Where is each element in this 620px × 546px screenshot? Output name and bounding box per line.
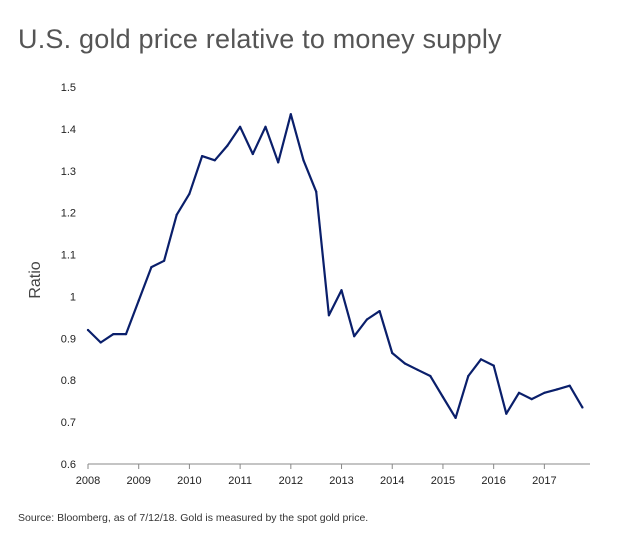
y-tick-label: 0.7 bbox=[61, 417, 76, 429]
data-point bbox=[302, 159, 305, 162]
data-point bbox=[517, 391, 521, 394]
data-point bbox=[86, 328, 90, 332]
data-point bbox=[429, 374, 432, 378]
x-tick-label: 2017 bbox=[532, 475, 556, 487]
data-point bbox=[441, 395, 444, 399]
data-point bbox=[289, 113, 292, 116]
data-point bbox=[568, 384, 571, 387]
source-note: Source: Bloomberg, as of 7/12/18. Gold i… bbox=[18, 512, 369, 524]
data-point bbox=[530, 398, 533, 401]
data-point bbox=[467, 374, 470, 378]
data-point bbox=[543, 391, 546, 394]
data-point bbox=[479, 358, 483, 361]
data-point bbox=[277, 161, 280, 164]
data-point bbox=[213, 159, 216, 162]
x-tick-label: 2016 bbox=[481, 475, 505, 487]
data-point bbox=[137, 299, 140, 302]
x-tick-label: 2014 bbox=[380, 475, 404, 487]
y-axis-title: Ratio bbox=[27, 261, 44, 298]
data-point bbox=[112, 333, 115, 336]
y-tick-label: 0.9 bbox=[61, 333, 76, 345]
y-tick-label: 1 bbox=[70, 291, 76, 303]
data-point bbox=[492, 364, 495, 367]
x-tick-label: 2013 bbox=[329, 475, 353, 487]
x-tick-label: 2009 bbox=[126, 475, 150, 487]
y-tick-label: 1.1 bbox=[61, 250, 76, 262]
y-tick-label: 0.8 bbox=[61, 375, 76, 387]
data-point bbox=[99, 341, 102, 344]
x-tick-label: 2015 bbox=[431, 475, 455, 487]
data-point bbox=[353, 335, 356, 338]
y-tick-label: 1.2 bbox=[61, 208, 76, 220]
data-point bbox=[150, 266, 153, 269]
y-axis-ticks: 0.6 0.7 0.8 0.9 1 1.1 1.2 1.3 1.4 1.5 bbox=[61, 82, 76, 471]
data-point bbox=[505, 412, 508, 415]
data-point bbox=[226, 144, 229, 147]
y-tick-label: 1.5 bbox=[61, 82, 76, 94]
series-line bbox=[86, 113, 584, 419]
data-point bbox=[239, 125, 242, 128]
data-point bbox=[378, 310, 381, 313]
data-point bbox=[175, 213, 178, 216]
data-point bbox=[251, 152, 254, 156]
data-point bbox=[327, 314, 330, 317]
y-tick-label: 1.3 bbox=[61, 166, 76, 178]
data-point bbox=[555, 388, 559, 391]
data-point bbox=[391, 351, 394, 355]
data-point bbox=[403, 362, 406, 365]
data-point bbox=[264, 125, 267, 128]
x-axis-ticks: 2008 2009 2010 2011 2012 2013 2014 2015 2016 2017 bbox=[76, 464, 557, 487]
data-point bbox=[581, 406, 584, 409]
series-points bbox=[86, 113, 584, 419]
data-point bbox=[124, 333, 128, 336]
data-point bbox=[454, 416, 457, 419]
x-tick-label: 2012 bbox=[279, 475, 303, 487]
data-point bbox=[416, 368, 419, 371]
x-tick-label: 2011 bbox=[228, 475, 252, 487]
x-tick-label: 2008 bbox=[76, 475, 100, 487]
data-point bbox=[201, 155, 204, 158]
y-tick-label: 0.6 bbox=[61, 459, 76, 471]
x-tick-label: 2010 bbox=[177, 475, 201, 487]
chart-title: U.S. gold price relative to money supply bbox=[18, 24, 502, 54]
data-point bbox=[365, 318, 368, 321]
y-tick-label: 1.4 bbox=[61, 124, 76, 136]
data-point bbox=[188, 192, 191, 195]
data-point bbox=[315, 190, 318, 193]
data-point bbox=[163, 259, 166, 262]
data-point bbox=[340, 289, 343, 292]
